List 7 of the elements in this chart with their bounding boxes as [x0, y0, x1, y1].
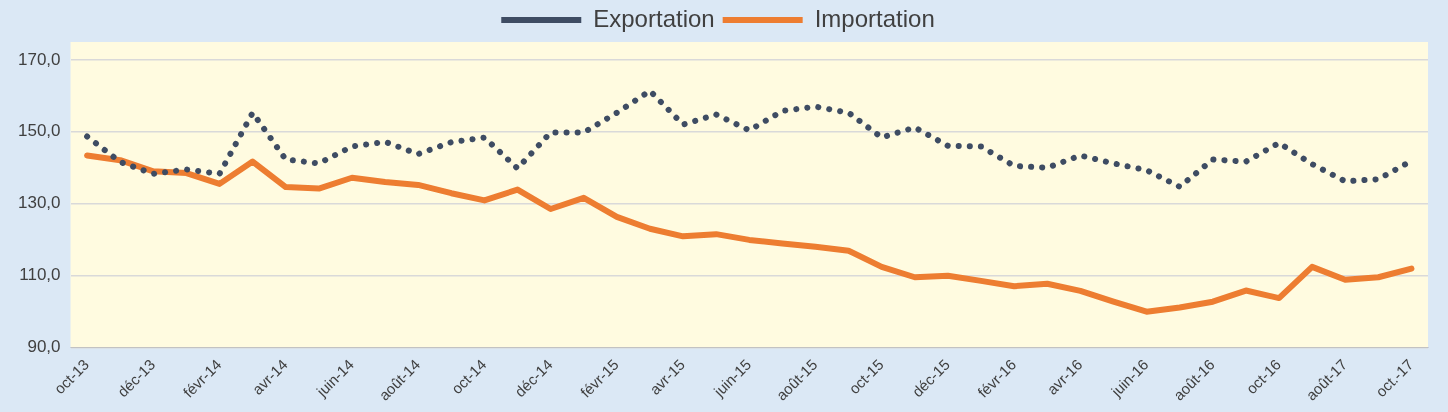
- y-tick-label: 150,0: [17, 121, 61, 141]
- legend-label: Importation: [814, 4, 935, 32]
- y-tick-label: 170,0: [17, 49, 61, 69]
- y-tick-label: 130,0: [17, 193, 61, 213]
- y-tick-label: 90,0: [27, 336, 61, 356]
- y-tick-label: 110,0: [19, 265, 61, 285]
- legend-label: Exportation: [593, 4, 715, 32]
